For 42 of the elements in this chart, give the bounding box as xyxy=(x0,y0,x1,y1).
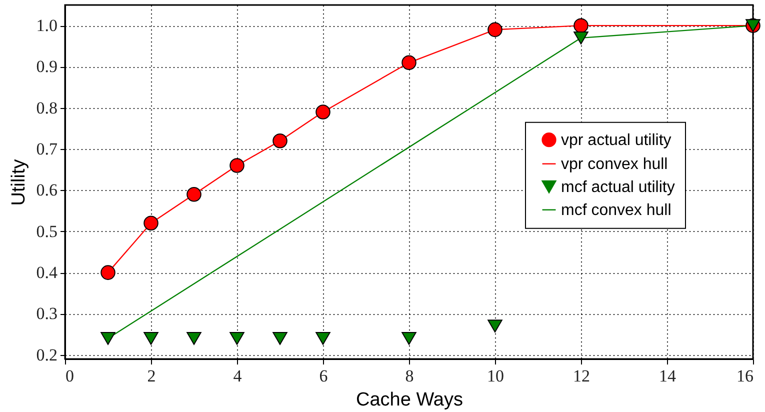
y-tick-label: 0.3 xyxy=(36,304,58,324)
point xyxy=(488,22,502,38)
point xyxy=(100,332,116,345)
point xyxy=(574,31,588,44)
point xyxy=(144,216,158,231)
x-tick-label: 12 xyxy=(573,366,590,386)
y-tick-label: 0.8 xyxy=(36,98,58,118)
x-tick-label: 8 xyxy=(405,366,414,386)
point xyxy=(144,332,158,345)
x-tick-label: 2 xyxy=(147,366,156,386)
legend-label: mcf actual utility xyxy=(561,178,675,196)
y-tick-label: 0.5 xyxy=(36,222,58,241)
point xyxy=(230,332,244,345)
y-tick-label: 0.7 xyxy=(36,140,58,159)
point xyxy=(488,320,502,333)
point xyxy=(230,158,244,173)
legend-label: vpr convex hull xyxy=(561,156,668,173)
y-tick-label: 0.2 xyxy=(36,345,58,364)
legend-label: mcf convex hull xyxy=(561,202,672,219)
x-tick-label: 16 xyxy=(736,366,754,386)
point xyxy=(186,186,202,202)
point xyxy=(316,104,330,120)
point xyxy=(100,265,116,280)
x-tick-label: 6 xyxy=(319,366,328,386)
point xyxy=(272,133,288,148)
x-axis-title: Cache Ways xyxy=(356,390,463,410)
x-tick-label: 4 xyxy=(233,366,242,386)
legend-label: vpr actual utility xyxy=(561,132,672,149)
point xyxy=(316,332,330,345)
point xyxy=(402,55,416,70)
point xyxy=(272,332,288,345)
y-tick-label: 0.6 xyxy=(36,180,58,200)
x-tick-label: 0 xyxy=(66,366,74,386)
x-tick-label: 10 xyxy=(487,366,504,386)
point xyxy=(186,332,202,345)
x-tick-label: 14 xyxy=(659,366,676,386)
y-tick-label: 1.0 xyxy=(36,16,58,36)
y-axis-title: Utility xyxy=(8,158,30,206)
y-tick-label: 0.4 xyxy=(36,263,58,282)
point xyxy=(574,18,588,33)
point xyxy=(402,332,416,345)
y-tick-label: 0.9 xyxy=(36,57,58,76)
